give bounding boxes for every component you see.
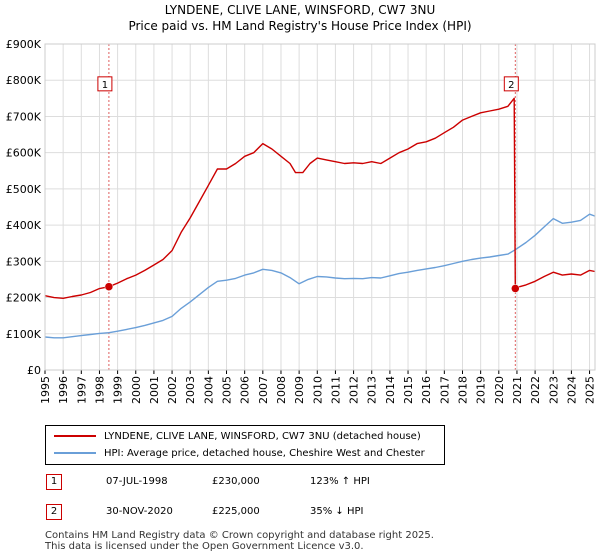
x-tick-label: 2020 bbox=[493, 376, 506, 404]
sale-label-box-2 bbox=[503, 76, 519, 92]
table-row: 1 07-JUL-1998 £230,000 123% ↑ HPI bbox=[40, 472, 580, 492]
table-row: 2 30-NOV-2020 £225,000 35% ↓ HPI bbox=[40, 502, 580, 522]
chart-title: LYNDENE, CLIVE LANE, WINSFORD, CW7 3NU bbox=[164, 3, 436, 17]
legend-swatch-property bbox=[54, 435, 96, 437]
x-tick-label: 2024 bbox=[565, 376, 578, 404]
x-tick-label: 2005 bbox=[221, 376, 234, 404]
y-axis-ticks: £0 £100K £200K £300K £400K £500K £600K £700K £80… bbox=[6, 38, 42, 377]
y-tick-label: £300K bbox=[6, 255, 42, 268]
x-tick-label: 2019 bbox=[475, 376, 488, 404]
x-tick-label: 2012 bbox=[348, 376, 361, 404]
x-tick-label: 2013 bbox=[366, 376, 379, 404]
series-lines bbox=[44, 97, 596, 339]
x-tick-label: 2006 bbox=[239, 376, 252, 404]
x-tick-label: 2007 bbox=[257, 376, 270, 404]
x-tick-label: 2015 bbox=[402, 376, 415, 404]
y-tick-label: £600K bbox=[6, 147, 42, 160]
legend-item-hpi: HPI: Average price, detached house, Ches… bbox=[54, 446, 425, 462]
x-tick-label: 1995 bbox=[39, 376, 52, 404]
y-tick-label: £0 bbox=[27, 364, 41, 377]
y-tick-label: £700K bbox=[6, 110, 42, 123]
sale-point-1 bbox=[104, 282, 114, 291]
transaction-price: £230,000 bbox=[212, 476, 260, 487]
transaction-price: £225,000 bbox=[212, 506, 260, 517]
x-tick-label: 2003 bbox=[184, 376, 197, 404]
legend-item-property: LYNDENE, CLIVE LANE, WINSFORD, CW7 3NU (… bbox=[54, 429, 421, 445]
transaction-id-badge: 2 bbox=[46, 504, 62, 520]
x-tick-label: 2000 bbox=[130, 376, 143, 404]
legend-swatch-hpi bbox=[54, 452, 96, 454]
sale-marker-lines bbox=[108, 44, 516, 370]
gridlines bbox=[44, 43, 595, 371]
x-tick-label: 1996 bbox=[57, 376, 70, 404]
transaction-hpi: 123% ↑ HPI bbox=[310, 476, 370, 487]
footer: Contains HM Land Registry data © Crown c… bbox=[45, 530, 434, 552]
x-tick-label: 2016 bbox=[420, 376, 433, 404]
property-price-line bbox=[44, 97, 596, 299]
x-tick-label: 2009 bbox=[293, 376, 306, 404]
footer-copyright: Contains HM Land Registry data © Crown c… bbox=[45, 530, 434, 541]
transaction-date: 30-NOV-2020 bbox=[106, 506, 173, 517]
x-tick-label: 2025 bbox=[584, 376, 597, 404]
y-tick-label: £900K bbox=[6, 38, 42, 51]
transaction-date: 07-JUL-1998 bbox=[106, 476, 168, 487]
x-tick-label: 2010 bbox=[311, 376, 324, 404]
sale-label-box-1 bbox=[97, 76, 113, 92]
footer-licence: This data is licensed under the Open Gov… bbox=[45, 541, 364, 552]
x-tick-label: 2004 bbox=[202, 376, 215, 404]
y-tick-label: £500K bbox=[6, 183, 42, 196]
x-tick-label: 2017 bbox=[438, 376, 451, 404]
chart-subtitle: Price paid vs. HM Land Registry's House … bbox=[128, 19, 472, 33]
sale-label-1: 1 bbox=[102, 80, 108, 91]
transaction-id-badge: 1 bbox=[46, 474, 62, 490]
y-tick-label: £800K bbox=[6, 74, 42, 87]
x-tick-label: 2014 bbox=[384, 376, 397, 404]
y-tick-label: £100K bbox=[6, 328, 42, 341]
x-tick-label: 1997 bbox=[75, 376, 88, 404]
plot-frame bbox=[44, 43, 596, 371]
legend-label-property: LYNDENE, CLIVE LANE, WINSFORD, CW7 3NU (… bbox=[104, 431, 421, 442]
x-tick-label: 2018 bbox=[456, 376, 469, 404]
x-tick-label: 1998 bbox=[93, 376, 106, 404]
x-tick-label: 2001 bbox=[148, 376, 161, 404]
x-tick-label: 2022 bbox=[529, 376, 542, 404]
sale-label-2: 2 bbox=[508, 80, 514, 91]
x-tick-label: 1999 bbox=[112, 376, 125, 404]
legend-label-hpi: HPI: Average price, detached house, Ches… bbox=[104, 448, 425, 459]
chart-title-block: LYNDENE, CLIVE LANE, WINSFORD, CW7 3NU P… bbox=[0, 2, 600, 34]
x-tick-label: 2011 bbox=[329, 376, 342, 404]
legend: LYNDENE, CLIVE LANE, WINSFORD, CW7 3NU (… bbox=[45, 425, 445, 465]
x-tick-label: 2023 bbox=[547, 376, 560, 404]
x-axis-ticks: 1995 1996 1997 1998 1999 2000 2001 2002 2003 2004… bbox=[39, 370, 597, 404]
x-tick-label: 2008 bbox=[275, 376, 288, 404]
hpi-line bbox=[44, 213, 596, 339]
x-tick-label: 2021 bbox=[511, 376, 524, 404]
x-tick-label: 2002 bbox=[166, 376, 179, 404]
y-tick-label: £400K bbox=[6, 219, 42, 232]
y-tick-label: £200K bbox=[6, 292, 42, 305]
transaction-hpi: 35% ↓ HPI bbox=[310, 506, 364, 517]
sale-point-2 bbox=[511, 284, 520, 293]
